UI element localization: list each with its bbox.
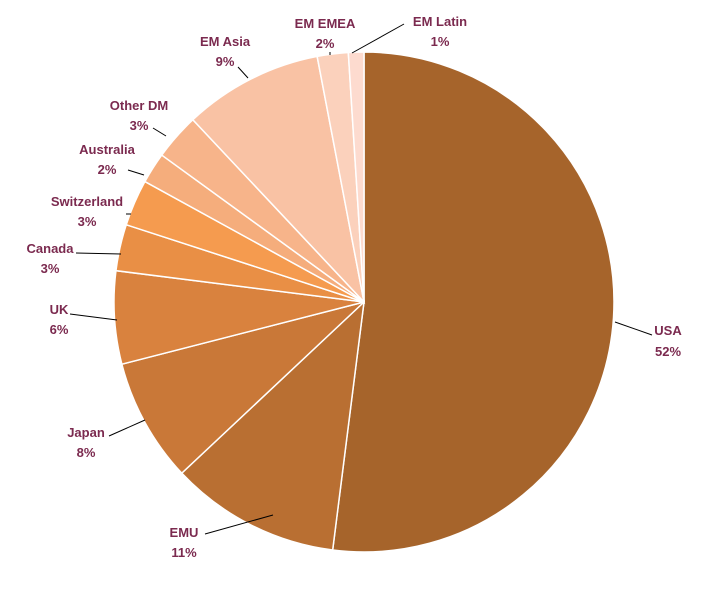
- slice-value-em-latin: 1%: [431, 34, 450, 49]
- slice-value-uk: 6%: [50, 322, 69, 337]
- slice-value-em-emea: 2%: [316, 36, 335, 51]
- leader-line-emu: [204, 514, 274, 535]
- leader-line-australia: [127, 169, 145, 176]
- slice-value-australia: 2%: [98, 162, 117, 177]
- leader-line-canada: [75, 252, 122, 255]
- pie-slice-usa: [331, 51, 615, 553]
- leader-line-usa: [614, 321, 653, 336]
- slice-label-canada: Canada: [27, 241, 75, 256]
- slices-layer: [113, 51, 615, 553]
- slice-label-other-dm: Other DM: [110, 98, 169, 113]
- pie-slice-emu: [180, 300, 366, 551]
- slice-label-uk: UK: [50, 302, 69, 317]
- leader-line-other-dm: [152, 127, 167, 137]
- slice-label-australia: Australia: [79, 142, 135, 157]
- slice-label-em-asia: EM Asia: [200, 34, 251, 49]
- slice-value-switzerland: 3%: [78, 214, 97, 229]
- pie-slice-japan: [120, 301, 365, 475]
- pie-slice-em-latin: [347, 51, 365, 303]
- slice-value-usa: 52%: [655, 344, 681, 359]
- pie-slice-em-asia: [191, 55, 366, 305]
- slice-value-em-asia: 9%: [216, 54, 235, 69]
- slice-label-usa: USA: [654, 323, 682, 338]
- labels-layer: USA52%EMU11%Japan8%UK6%Canada3%Switzerla…: [27, 14, 683, 560]
- slice-label-switzerland: Switzerland: [51, 194, 123, 209]
- leader-line-em-latin: [351, 23, 405, 54]
- slice-value-japan: 8%: [77, 445, 96, 460]
- slice-label-em-latin: EM Latin: [413, 14, 467, 29]
- slice-label-em-emea: EM EMEA: [295, 16, 356, 31]
- leader-line-em-asia: [237, 66, 249, 79]
- leader-line-uk: [69, 313, 118, 321]
- slice-value-canada: 3%: [41, 261, 60, 276]
- leader-lines-layer: [69, 23, 653, 535]
- leader-line-japan: [108, 419, 146, 437]
- slice-label-japan: Japan: [67, 425, 105, 440]
- slice-label-emu: EMU: [170, 525, 199, 540]
- slice-value-emu: 11%: [171, 545, 197, 560]
- slice-value-other-dm: 3%: [130, 118, 149, 133]
